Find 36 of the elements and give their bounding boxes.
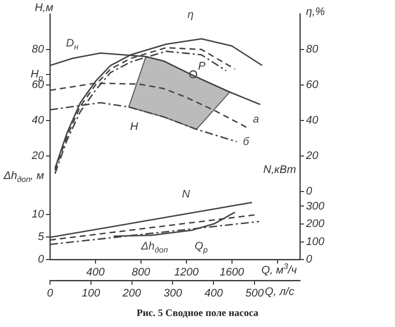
x2-tick-label: 100 (82, 287, 101, 300)
y2-tick-label: 0 (306, 185, 313, 198)
x-tick-label: 800 (132, 266, 151, 278)
text: Рис. 5 Сводное поле насоса (136, 308, 260, 319)
y-axis-title: H,м (34, 2, 54, 14)
x2-tick-label: 300 (164, 287, 183, 300)
y2-tick-label: 80 (306, 44, 320, 56)
y-tick-label: 0 (38, 254, 45, 266)
x2-tick-label: 400 (204, 287, 224, 300)
x-tick-label: 1600 (220, 266, 245, 278)
x2-tick-label: 0 (46, 287, 54, 300)
y-tick-label: 5 (38, 231, 45, 244)
y-tick-label: 20 (30, 150, 45, 162)
y-tick-label: 40 (32, 114, 45, 127)
annotation: P (198, 60, 206, 72)
y2-tick-label: 0 (306, 254, 313, 266)
y2-tick-label: 60 (306, 79, 320, 92)
y2-tick-label: 200 (305, 218, 326, 230)
y2-axis-title: N,кВт (263, 164, 296, 176)
y-tick-label: 10 (32, 208, 45, 221)
annotation: H (130, 120, 138, 133)
x-tick-label: 400 (86, 266, 106, 278)
y2-tick-label: 300 (306, 200, 326, 212)
x2-tick-label: 500 (245, 287, 265, 300)
x2-tick-label: 200 (122, 287, 142, 300)
series-label: б (242, 136, 250, 148)
y2-tick-label: 20 (305, 150, 320, 162)
series-label: N (182, 188, 190, 201)
x2-axis-title: Q, л/с (264, 286, 295, 298)
series-label: η (187, 8, 194, 21)
series-label: a (252, 114, 260, 126)
y2-tick-label: 40 (306, 114, 320, 127)
y2-tick-label: 100 (306, 236, 326, 248)
x-tick-label: 1200 (174, 266, 200, 278)
y2-axis-title: η,% (306, 6, 326, 18)
y-tick-label: 80 (32, 44, 45, 56)
